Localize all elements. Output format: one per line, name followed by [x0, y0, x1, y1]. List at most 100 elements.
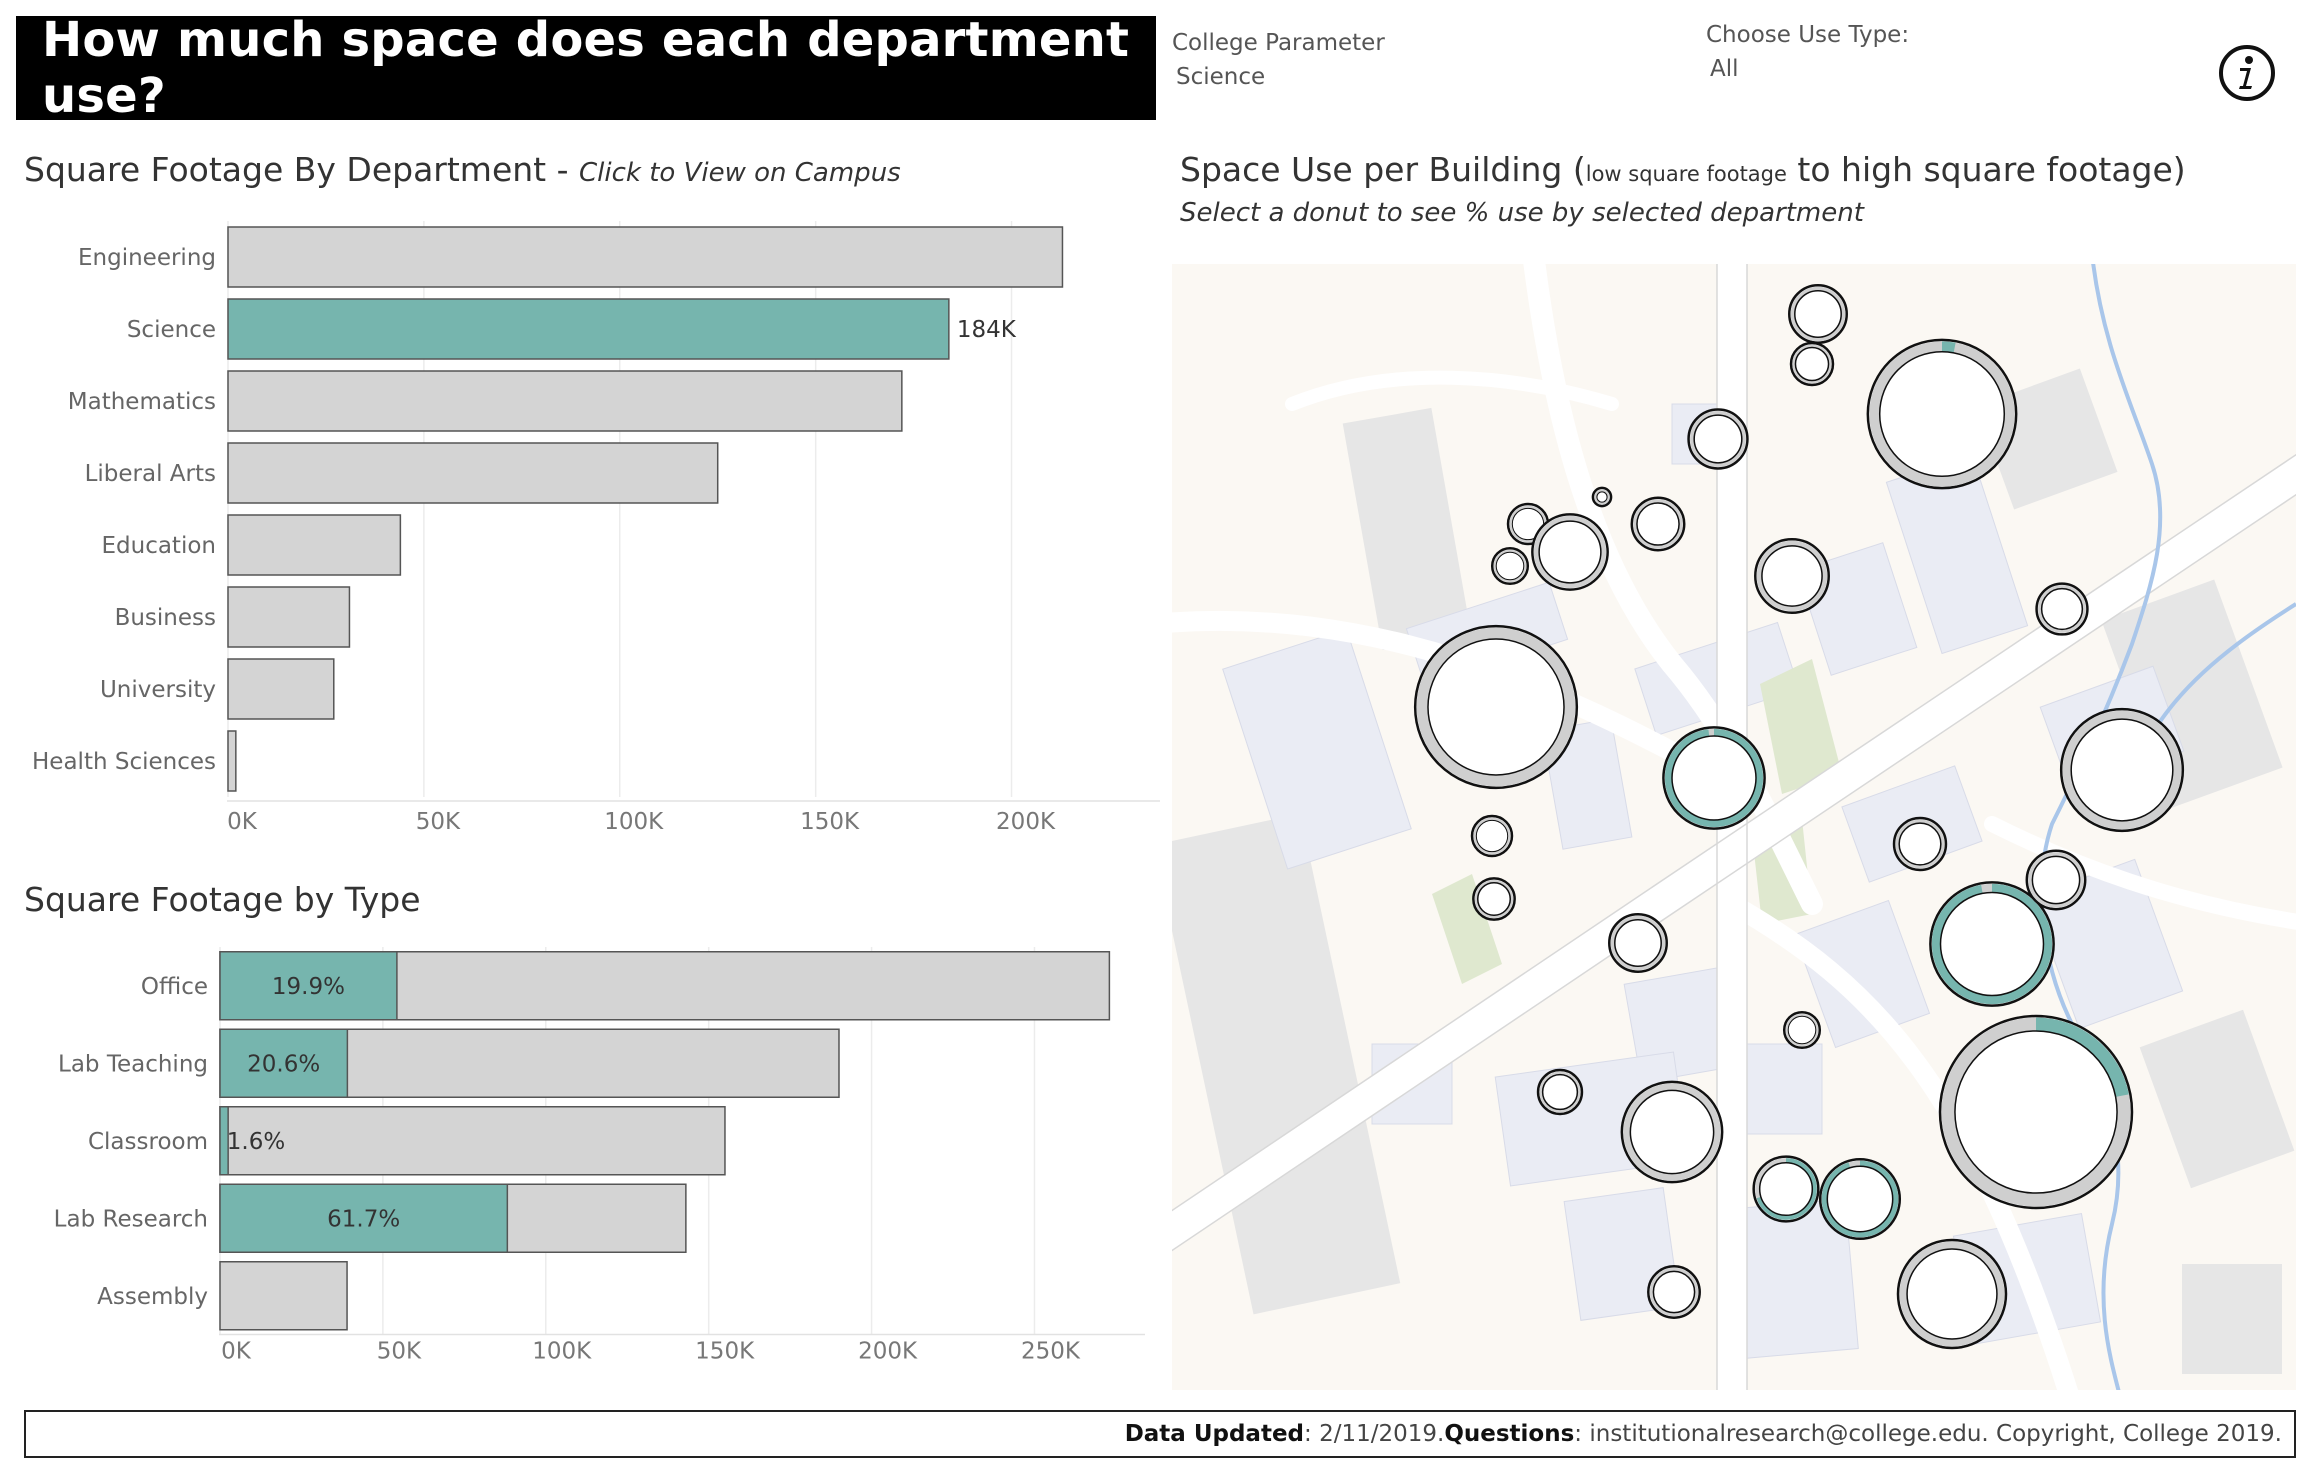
footer-updated-label: Data Updated: [1124, 1421, 1305, 1447]
dept-xtick-label: 100K: [604, 809, 664, 835]
type-category-label: Office: [141, 974, 208, 1000]
building-donut[interactable]: [2025, 849, 2087, 911]
campus-map-canvas: [1172, 264, 2296, 1390]
building-donut[interactable]: [1531, 513, 1609, 591]
map-title: Space Use per Building (low square foota…: [1180, 150, 2186, 189]
donut-ring: [1493, 549, 1527, 583]
donut-ring: [1790, 286, 1846, 342]
building-donut[interactable]: [1896, 1238, 2008, 1350]
college-parameter-label: College Parameter: [1172, 30, 1385, 56]
building-donut[interactable]: [1752, 1155, 1820, 1223]
donut-inner: [1671, 735, 1757, 821]
donut-inner: [2070, 718, 2174, 822]
donut-inner: [1596, 491, 1608, 503]
dept-chart-title: Square Footage By Department - Click to …: [24, 150, 901, 189]
building-donut[interactable]: [1687, 408, 1749, 470]
dept-bar[interactable]: [227, 514, 402, 576]
donut-inner: [1954, 1030, 2118, 1194]
building-donut[interactable]: [1938, 1014, 2134, 1210]
dept-xtick-label: 200K: [996, 809, 1056, 835]
donut-dept-arc: [1869, 341, 2015, 487]
dept-category-label: University: [100, 677, 216, 703]
donut-inner: [1475, 819, 1509, 853]
building-donut[interactable]: [1754, 538, 1830, 614]
type-bar-dept[interactable]: [219, 1183, 509, 1253]
building-donut[interactable]: [1662, 726, 1766, 830]
type-bar-dept[interactable]: [219, 1106, 229, 1176]
dept-bar[interactable]: [227, 730, 237, 792]
donut-inner: [1758, 1161, 1814, 1217]
type-xtick-label: 250K: [1021, 1339, 1081, 1365]
building-donut[interactable]: [1472, 877, 1516, 921]
donut-ring: [2062, 710, 2182, 830]
type-bar-total[interactable]: [219, 1106, 726, 1176]
college-parameter[interactable]: College Parameter Science: [1172, 26, 1385, 94]
donut-ring: [1474, 879, 1514, 919]
building-donut[interactable]: [1866, 338, 2018, 490]
building-donut[interactable]: [1782, 1010, 1822, 1050]
donut-ring: [2038, 585, 2086, 633]
building-donut[interactable]: [1789, 341, 1835, 387]
dept-bar[interactable]: [227, 658, 335, 720]
building-donut[interactable]: [2035, 582, 2089, 636]
donut-inner: [1538, 520, 1602, 584]
info-icon[interactable]: [2218, 44, 2276, 102]
donut-inner: [1906, 1248, 1998, 1340]
building-donut[interactable]: [2059, 707, 2185, 833]
donut-inner: [1495, 551, 1525, 581]
dept-bar-chart[interactable]: 0K 50K 100K 150K 200K Engineering Science 184K M…: [0, 205, 1160, 845]
donut-ring: [1473, 817, 1511, 855]
type-xtick-label: 150K: [695, 1339, 755, 1365]
dept-category-label: Business: [115, 605, 216, 631]
building-donut[interactable]: [1608, 913, 1668, 973]
type-pct-label: 1.6%: [227, 1129, 285, 1155]
use-type-filter[interactable]: Choose Use Type: All: [1706, 18, 1909, 86]
dept-bar[interactable]: [227, 226, 1064, 288]
building-donut[interactable]: [1536, 1068, 1584, 1116]
type-category-label: Lab Research: [54, 1206, 208, 1232]
building-donut[interactable]: [1647, 1265, 1701, 1319]
building-donut[interactable]: [1630, 496, 1686, 552]
building-donut[interactable]: [1818, 1157, 1902, 1241]
donut-inner: [1794, 346, 1830, 382]
dept-chart-hint: Click to View on Campus: [579, 158, 901, 188]
type-bar-dept[interactable]: [219, 951, 398, 1021]
building-donuts[interactable]: [1413, 284, 2185, 1350]
use-type-label: Choose Use Type:: [1706, 22, 1910, 48]
building-donut[interactable]: [1929, 881, 2055, 1007]
donut-dept-arc: [1821, 1160, 1899, 1238]
building-donut[interactable]: [1470, 814, 1514, 858]
donut-inner: [1652, 1270, 1696, 1314]
type-bar-dept[interactable]: [219, 1028, 349, 1098]
donut-inner: [1794, 290, 1842, 338]
college-parameter-value[interactable]: Science: [1176, 64, 1266, 90]
donut-inner: [1939, 891, 2045, 997]
donut-ring: [1533, 515, 1607, 589]
dept-bar[interactable]: [227, 442, 719, 504]
use-type-value[interactable]: All: [1710, 56, 1739, 82]
dept-chart-title-text: Square Footage By Department -: [24, 150, 579, 189]
building-donut[interactable]: [1788, 284, 1848, 344]
donut-ring: [1899, 1241, 2005, 1347]
type-bar-chart[interactable]: 0K 50K 100K 150K 200K 250K Office 19.9% Lab Teac…: [0, 935, 1160, 1395]
building-donut[interactable]: [1413, 624, 1579, 790]
dashboard-title: How much space does each department use?: [16, 12, 1156, 124]
donut-dept-arc: [1941, 1017, 2131, 1207]
dept-bar[interactable]: [227, 298, 950, 360]
footer-questions-value: : institutionalresearch@college.edu. Cop…: [1574, 1421, 2282, 1447]
type-pct-label: 61.7%: [327, 1206, 400, 1232]
building-donut[interactable]: [1490, 546, 1530, 586]
map-title-a: Space Use per Building (: [1180, 150, 1586, 189]
donut-ring: [1610, 915, 1666, 971]
dept-bar[interactable]: [227, 370, 903, 432]
building-donut[interactable]: [1892, 816, 1948, 872]
map-title-c: high square footage): [1841, 150, 2186, 189]
type-bar-total[interactable]: [219, 1261, 348, 1331]
donut-ring: [1690, 411, 1746, 467]
dept-bar[interactable]: [227, 586, 351, 648]
campus-map[interactable]: [1172, 264, 2296, 1390]
building-donut[interactable]: [1620, 1080, 1724, 1184]
building-donut[interactable]: [1591, 486, 1613, 508]
dept-xtick-label: 150K: [800, 809, 860, 835]
donut-ring: [1539, 1071, 1581, 1113]
